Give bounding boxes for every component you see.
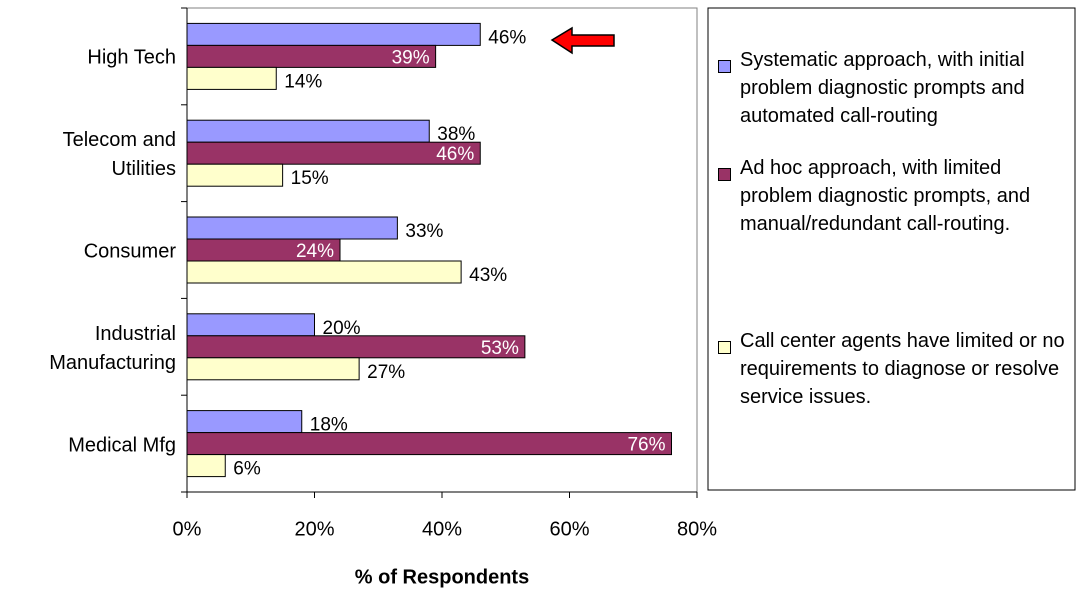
x-tick-label: 80% <box>677 518 717 540</box>
x-tick-label: 20% <box>294 518 334 540</box>
bar <box>186 260 462 284</box>
legend-swatch <box>718 168 731 181</box>
legend-label: Systematic approach, with initial proble… <box>740 49 1025 127</box>
y-tick-label: Medical Mfg <box>68 434 176 457</box>
legend-label: Ad hoc approach, with limited problem di… <box>740 157 1031 235</box>
data-label: 14% <box>284 71 322 92</box>
data-label: 46% <box>436 144 474 165</box>
data-label: 24% <box>296 241 334 262</box>
legend-swatch <box>718 60 731 73</box>
bar <box>186 141 481 165</box>
bar <box>186 163 284 187</box>
data-label: 46% <box>488 27 526 48</box>
x-tick-label: 0% <box>173 518 202 540</box>
data-label: 38% <box>437 124 475 145</box>
bar <box>186 44 437 68</box>
y-tick-label: High Tech <box>87 46 176 69</box>
x-axis-label: % of Respondents <box>355 566 529 588</box>
bar <box>186 432 672 456</box>
data-label: 20% <box>323 318 361 339</box>
data-label: 33% <box>405 221 443 242</box>
x-tick-label: 40% <box>422 518 462 540</box>
legend-swatch <box>718 341 731 354</box>
y-tick-label: Telecom and Utilities <box>62 129 176 181</box>
bar <box>186 335 526 359</box>
data-label: 39% <box>392 47 430 68</box>
data-label: 27% <box>367 362 405 383</box>
bar <box>186 454 226 478</box>
y-tick-label: Industrial Manufacturing <box>49 322 176 374</box>
data-label: 6% <box>233 459 261 480</box>
arrow <box>550 26 615 55</box>
bar <box>186 22 481 46</box>
bar <box>186 119 430 143</box>
data-label: 43% <box>469 265 507 286</box>
data-label: 15% <box>291 168 329 189</box>
data-label: 53% <box>481 338 519 359</box>
legend-box <box>707 7 1076 491</box>
bar <box>186 66 277 90</box>
bar <box>186 216 398 240</box>
x-tick-label: 60% <box>549 518 589 540</box>
bar <box>186 313 315 337</box>
y-tick-label: Consumer <box>83 240 176 263</box>
data-label: 18% <box>310 415 348 436</box>
bar <box>186 357 360 381</box>
data-label: 76% <box>627 435 665 456</box>
legend-label: Call center agents have limited or no re… <box>740 330 1065 408</box>
bar <box>186 410 303 434</box>
